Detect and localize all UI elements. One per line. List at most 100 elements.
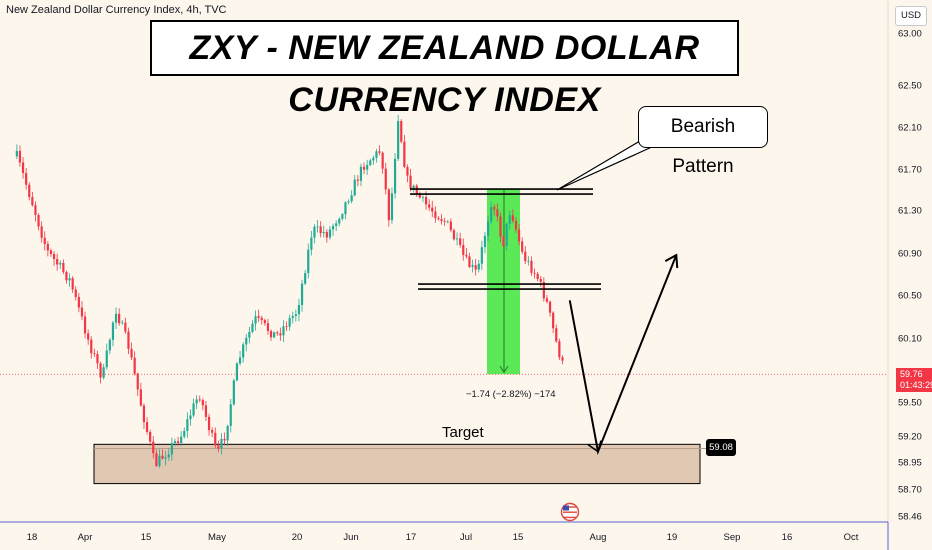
candle-body	[288, 318, 291, 327]
candle-body	[15, 150, 18, 157]
candle-body	[375, 151, 378, 158]
candle-body	[297, 304, 301, 315]
candle-body	[158, 455, 161, 466]
candle-body	[431, 207, 434, 212]
candle-body	[335, 223, 338, 226]
time-tick-label: 15	[141, 532, 152, 543]
candle-body	[31, 197, 34, 206]
candle-body	[220, 438, 223, 449]
candle-body	[378, 151, 381, 153]
candle-body	[52, 253, 56, 260]
candle-body	[145, 422, 149, 432]
candle-body	[465, 254, 468, 257]
candle-body	[80, 307, 84, 317]
candle-body	[37, 215, 40, 227]
candle-body	[136, 373, 139, 390]
candle-body	[285, 326, 288, 328]
price-tick-label: 59.50	[898, 398, 922, 409]
candle-body	[211, 430, 214, 433]
us-flag-event-icon[interactable]	[560, 502, 580, 522]
chart-title: ZXY - NEW ZEALAND DOLLAR CURRENCY INDEX	[150, 20, 739, 119]
symbol-line: New Zealand Dollar Currency Index, 4h, T…	[6, 4, 227, 16]
price-scale[interactable]: 63.00 62.50 62.10 61.70 61.30 60.90 60.50 60.10…	[898, 29, 922, 523]
candle-body	[412, 185, 415, 189]
candle-body	[90, 339, 93, 354]
target-price-tag[interactable]: 59.08	[706, 439, 736, 456]
candle-body	[502, 236, 505, 246]
bearish-pattern-callout[interactable]: Bearish Pattern	[638, 106, 768, 177]
candle-body	[96, 354, 99, 364]
candle-body	[59, 262, 62, 265]
candle-body	[496, 209, 499, 217]
candle-body	[443, 221, 446, 222]
candle-body	[71, 278, 74, 290]
time-tick-label: 19	[667, 532, 678, 543]
candle-body	[449, 221, 452, 231]
candle-body	[127, 331, 130, 349]
candle-body	[248, 331, 251, 338]
candle-body	[74, 289, 77, 297]
candle-body	[43, 237, 46, 244]
candle-body	[440, 219, 443, 222]
candle-body	[291, 316, 294, 319]
candle-body	[245, 337, 248, 345]
price-tick-label: 63.00	[898, 29, 922, 40]
candle-body	[471, 265, 474, 267]
candle-body	[173, 441, 177, 444]
candle-body	[362, 166, 366, 170]
price-tick-label: 60.90	[898, 249, 922, 260]
candle-body	[350, 195, 353, 202]
candle-body	[257, 316, 260, 318]
time-scale[interactable]: 18 Apr 15 May 20 Jun 17 Jul 15 Aug 19 Sep 16 Oct	[27, 502, 859, 544]
candle-body	[304, 273, 307, 284]
candle-body	[400, 121, 403, 142]
target-zone[interactable]	[93, 443, 701, 485]
candle-body	[201, 400, 204, 406]
candle-body	[282, 326, 285, 336]
candle-body	[539, 279, 542, 283]
candle-body	[269, 330, 273, 338]
candle-body	[527, 260, 530, 262]
candle-body	[121, 322, 124, 324]
candle-body	[517, 229, 521, 242]
candle-body	[561, 357, 564, 361]
price-tick-label: 58.46	[898, 512, 922, 523]
time-tick-label: Aug	[590, 532, 607, 543]
candle-body	[319, 226, 322, 234]
price-tick-label: 61.30	[898, 206, 922, 217]
candle-body	[533, 272, 536, 274]
candle-body	[524, 251, 527, 262]
candle-body	[428, 204, 431, 208]
time-tick-label: Jun	[343, 532, 358, 543]
candle-body	[142, 405, 146, 423]
candle-body	[437, 218, 440, 220]
candle-body	[242, 344, 245, 358]
candle-body	[133, 357, 136, 374]
candle-body	[381, 152, 384, 169]
candle-body	[455, 238, 459, 240]
candle-body	[87, 333, 90, 340]
price-tick-label: 60.10	[898, 334, 922, 345]
candle-body	[167, 454, 170, 458]
candle-body	[254, 316, 257, 324]
candle-body	[331, 225, 335, 230]
price-tick-label: 62.10	[898, 123, 922, 134]
bar-countdown: 01:43:29	[900, 380, 932, 390]
candle-body	[164, 457, 167, 459]
candle-body	[338, 218, 341, 224]
candle-body	[68, 278, 71, 281]
time-tick-label: Sep	[724, 532, 741, 543]
candle-body	[152, 441, 155, 454]
candle-body	[130, 348, 133, 358]
candle-body	[477, 263, 480, 270]
candle-body	[490, 207, 493, 222]
candle-body	[530, 260, 533, 273]
candle-body	[238, 357, 242, 364]
candle-body	[226, 425, 229, 441]
candle-body	[393, 158, 397, 194]
currency-button[interactable]: USD	[895, 6, 927, 26]
candle-body	[183, 430, 186, 437]
candle-body	[192, 403, 195, 416]
